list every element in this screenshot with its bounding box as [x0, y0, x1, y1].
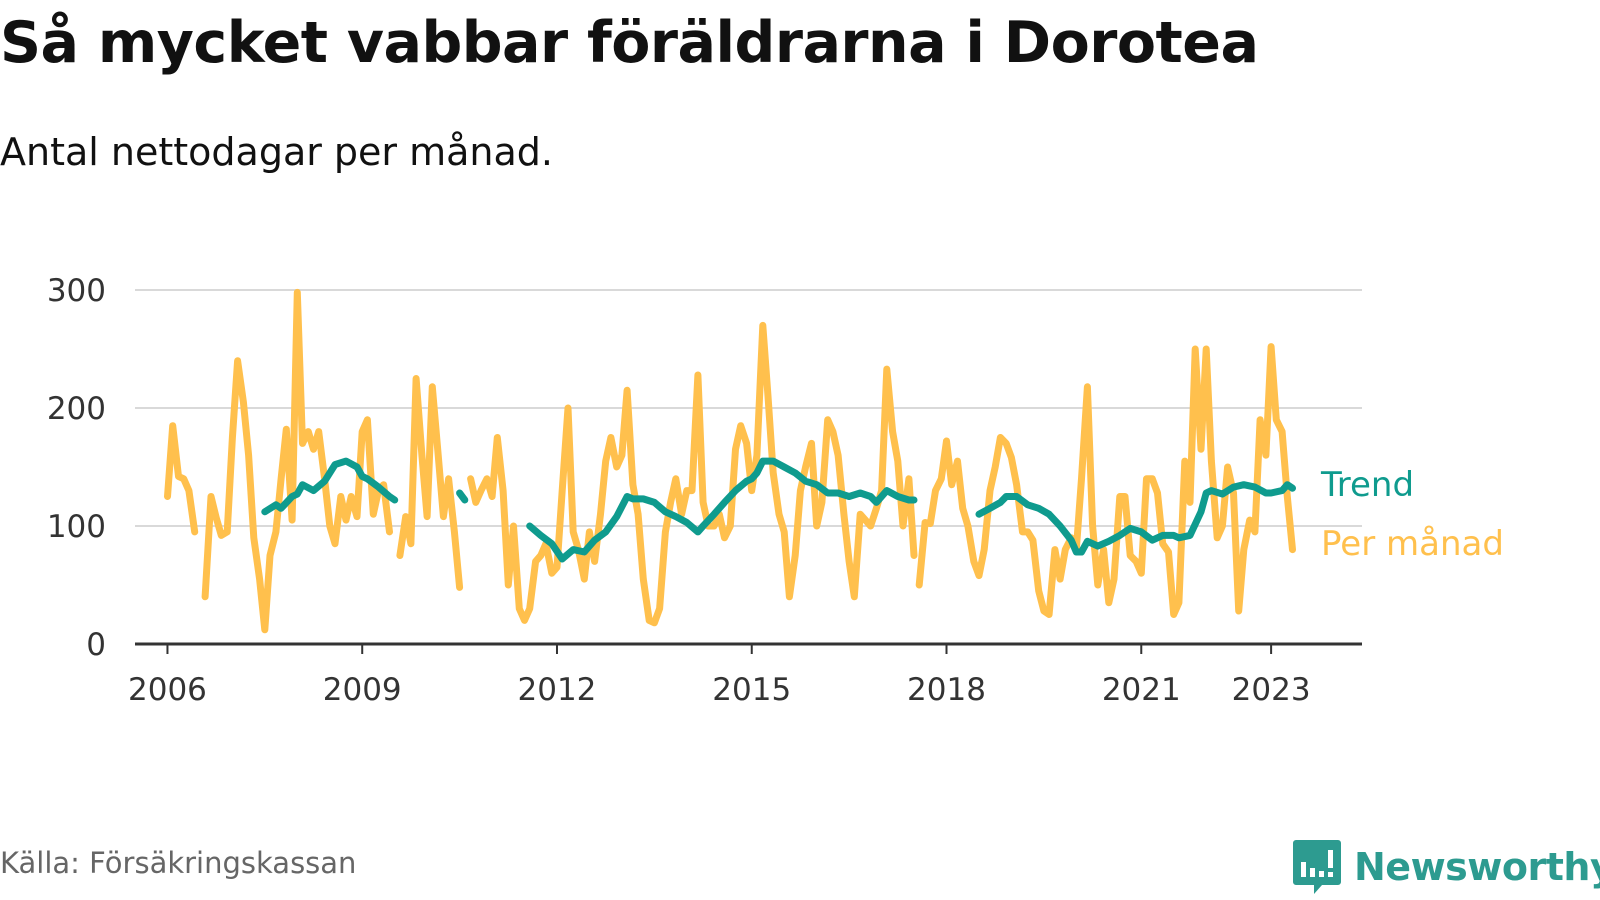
brand-name: Newsworthy	[1354, 845, 1600, 889]
per-manad-line-segment-1	[201, 288, 393, 634]
series-label-trend: Trend	[1320, 465, 1414, 505]
per-manad-line-segment-0	[164, 422, 199, 536]
x-tick-label-2021: 2021	[1102, 672, 1181, 708]
series-trend	[261, 457, 1296, 563]
x-tick-label-2018: 2018	[907, 672, 986, 708]
chart-title: Så mycket vabbar föräldrarna i Dorotea	[0, 10, 1259, 76]
series-label-per-manad: Per månad	[1321, 524, 1504, 564]
chart-subtitle: Antal nettodagar per månad.	[0, 130, 554, 174]
series-per-manad	[164, 288, 1296, 634]
trend-line-segment-2	[526, 457, 918, 563]
x-tick-label-2023: 2023	[1232, 672, 1311, 708]
source-note: Källa: Försäkringskassan	[0, 846, 357, 880]
per-manad-line-segment-3	[467, 321, 918, 627]
trend-line-segment-1	[456, 489, 469, 504]
x-tick-label-2006: 2006	[128, 672, 207, 708]
y-axis-ticks: 0 100 200 300	[47, 273, 106, 663]
y-tick-label-100: 100	[47, 509, 106, 545]
trend-line-segment-0	[261, 457, 399, 516]
y-tick-label-300: 300	[47, 273, 106, 309]
trend-line-segment-3	[975, 481, 1296, 556]
x-tick-label-2009: 2009	[323, 672, 402, 708]
x-tick-label-2012: 2012	[518, 672, 597, 708]
y-tick-label-200: 200	[47, 391, 106, 427]
per-manad-line-segment-4	[915, 343, 1296, 618]
per-manad-line-segment-2	[396, 375, 464, 591]
x-tick-label-2015: 2015	[712, 672, 791, 708]
newsworthy-logo-icon	[1293, 840, 1341, 894]
x-axis-ticks: 2006 2009 2012 2015 2018 2021 2023	[128, 644, 1311, 708]
brand-logo: Newsworthy	[1292, 838, 1600, 896]
y-tick-label-0: 0	[86, 627, 106, 663]
